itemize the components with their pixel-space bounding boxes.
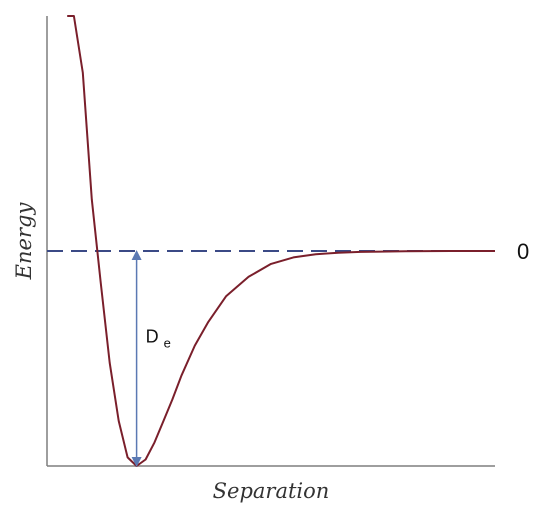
y-axis-label: Energy (12, 202, 36, 281)
dissociation-energy-label: D e (146, 327, 171, 351)
zero-reference-label: 0 (517, 239, 529, 264)
x-axis-label: Separation (213, 479, 330, 503)
potential-curve-line (67, 15, 495, 467)
